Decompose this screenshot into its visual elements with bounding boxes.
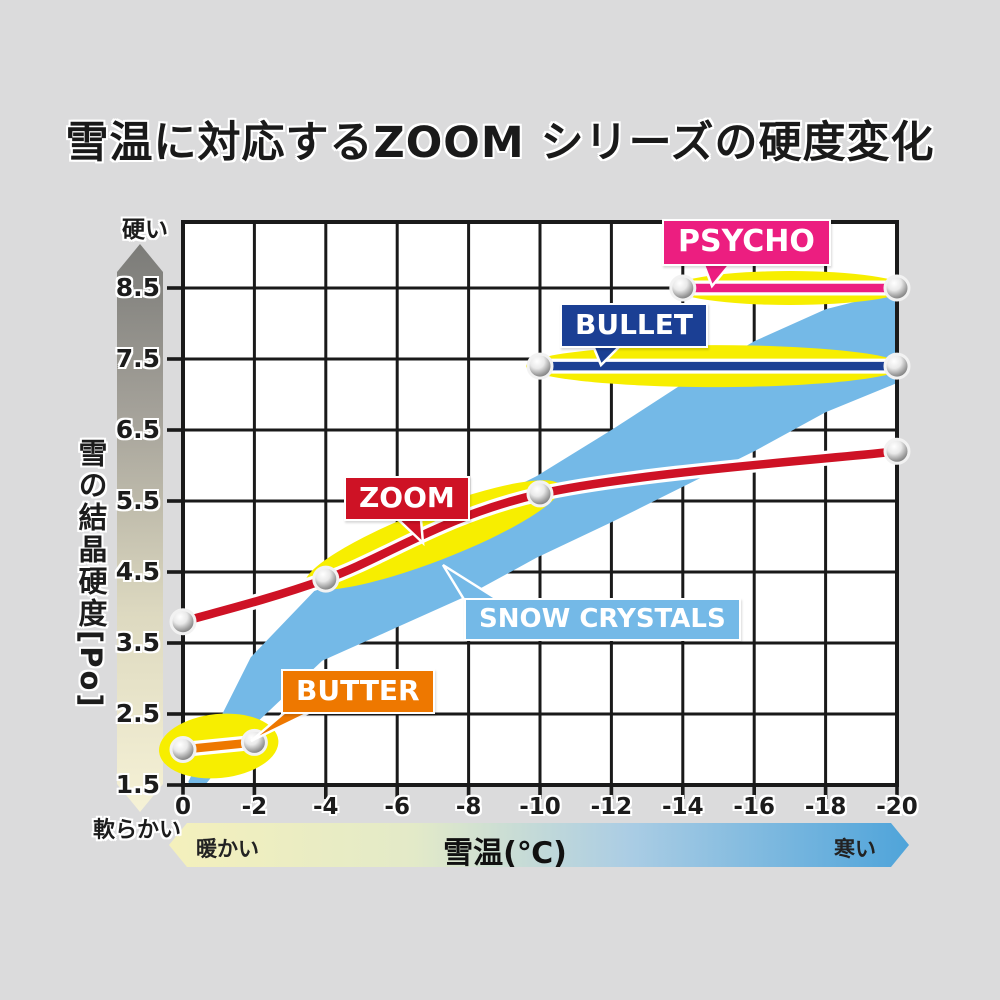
data-point-psycho [669, 274, 697, 302]
x-axis-warm-label: 暖かい [196, 837, 259, 861]
x-tick-label: -12 [590, 794, 633, 820]
y-tick-label: 2.5 [115, 699, 160, 728]
snow-crystals-band [188, 291, 896, 785]
callout-psycho: PSYCHO [662, 219, 831, 266]
callout-snow-crystals: SNOW CRYSTALS [464, 598, 741, 641]
x-tick-label: -8 [455, 794, 482, 820]
y-axis-title-text: 雪の結晶硬度 [74, 438, 108, 630]
callout-bullet: BULLET [560, 303, 708, 348]
x-tick-label: -14 [662, 794, 704, 820]
data-point-zoom [169, 608, 197, 636]
x-tick-label: -2 [241, 794, 268, 820]
callout-butter-label: BUTTER [296, 674, 420, 707]
y-tick-label: 1.5 [115, 770, 160, 799]
data-point-butter [169, 736, 197, 763]
y-tick-label: 7.5 [115, 344, 160, 373]
x-axis-bar-label: 雪温(℃) [443, 836, 567, 871]
data-point-zoom [883, 437, 911, 465]
callout-zoom: ZOOM [344, 476, 470, 521]
data-point-psycho [883, 274, 911, 302]
callout-psycho-label: PSYCHO [678, 224, 815, 259]
callout-butter: BUTTER [281, 669, 435, 714]
x-tick-label: -18 [804, 794, 847, 820]
plot-border [181, 220, 899, 787]
y-tick-label: 4.5 [115, 557, 160, 586]
x-axis-cold-label: 寒い [834, 837, 876, 861]
callout-zoom-label: ZOOM [359, 481, 455, 514]
x-tick-label: -4 [313, 794, 339, 820]
x-axis-gradient-bar [169, 823, 909, 867]
x-tick-label: -20 [876, 794, 918, 820]
callout-snow-crystals-label: SNOW CRYSTALS [479, 604, 726, 634]
y-axis-title: 雪の結晶硬度[Po] [70, 438, 112, 710]
data-point-bullet [883, 352, 911, 380]
data-point-zoom [312, 565, 340, 593]
y-tick-label: 3.5 [115, 628, 160, 657]
x-tick-label: -6 [384, 794, 410, 820]
y-tick-label: 5.5 [115, 486, 160, 515]
y-axis-unit: [Po] [74, 630, 108, 710]
chart-title: 雪温に対応するZOOM シリーズの硬度変化 [65, 118, 935, 168]
callout-bullet-label: BULLET [575, 308, 693, 341]
data-point-bullet [526, 352, 554, 380]
y-tick-label: 6.5 [115, 415, 160, 444]
y-axis-gradient-bar [117, 244, 163, 812]
y-tick-label: 8.5 [115, 273, 160, 302]
x-tick-label: -10 [519, 794, 561, 820]
data-point-zoom [526, 480, 554, 508]
y-axis-hard-label: 硬い [122, 217, 168, 243]
x-tick-label: 0 [174, 794, 191, 820]
y-axis-soft-label: 軟らかい [92, 818, 181, 843]
x-tick-label: -16 [733, 794, 775, 820]
